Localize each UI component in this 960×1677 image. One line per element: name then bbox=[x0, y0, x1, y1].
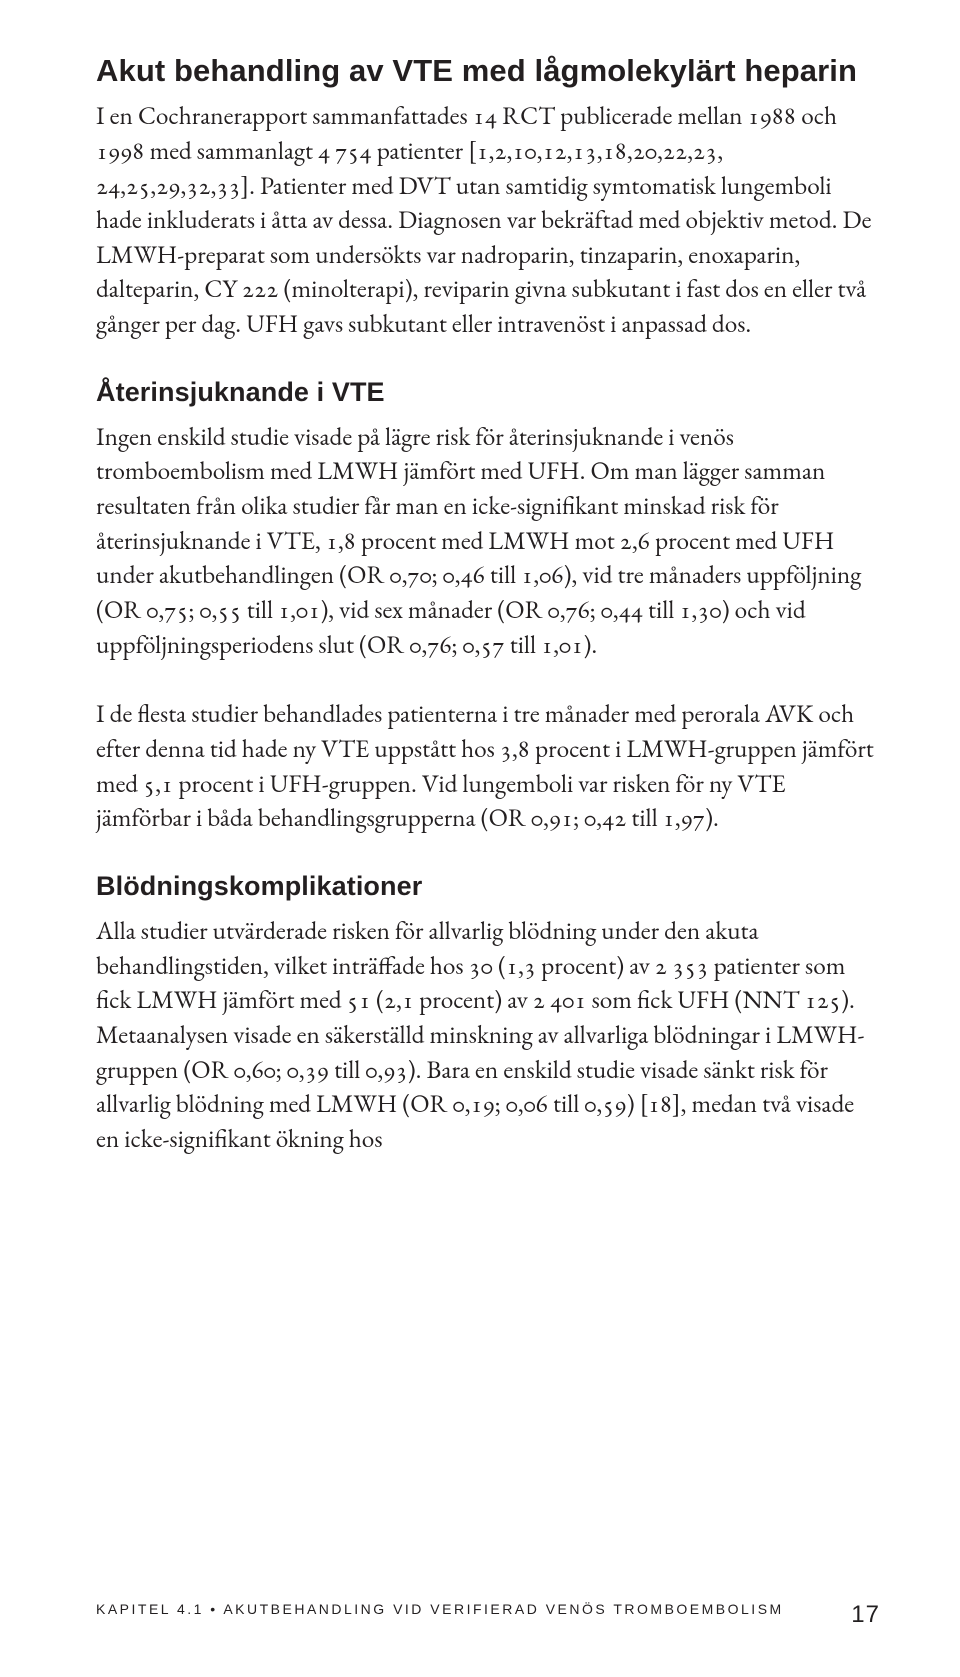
section-body-aterinsjuknande-1: Ingen enskild studie visade på lägre ris… bbox=[96, 420, 880, 663]
chapter-label: KAPITEL 4.1 • AKUTBEHANDLING VID VERIFIE… bbox=[96, 1601, 784, 1617]
section-aterinsjuknande: Återinsjuknande i VTE Ingen enskild stud… bbox=[96, 377, 880, 836]
document-page: Akut behandling av VTE med lågmolekylärt… bbox=[0, 0, 960, 1677]
section-body-blodning: Alla studier utvärderade risken för allv… bbox=[96, 914, 880, 1157]
page-footer: 17 KAPITEL 4.1 • AKUTBEHANDLING VID VERI… bbox=[96, 1601, 880, 1629]
section-heading-aterinsjuknande: Återinsjuknande i VTE bbox=[96, 377, 880, 408]
section-heading-akut: Akut behandling av VTE med lågmolekylärt… bbox=[96, 52, 880, 89]
section-heading-blodning: Blödningskomplikationer bbox=[96, 871, 880, 902]
page-number: 17 bbox=[851, 1601, 880, 1629]
section-body-akut: I en Cochranerapport sammanfattades 14 R… bbox=[96, 99, 880, 342]
section-blodning: Blödningskomplikationer Alla studier utv… bbox=[96, 871, 880, 1157]
section-body-aterinsjuknande-2: I de flesta studier behandlades patiente… bbox=[96, 697, 880, 836]
